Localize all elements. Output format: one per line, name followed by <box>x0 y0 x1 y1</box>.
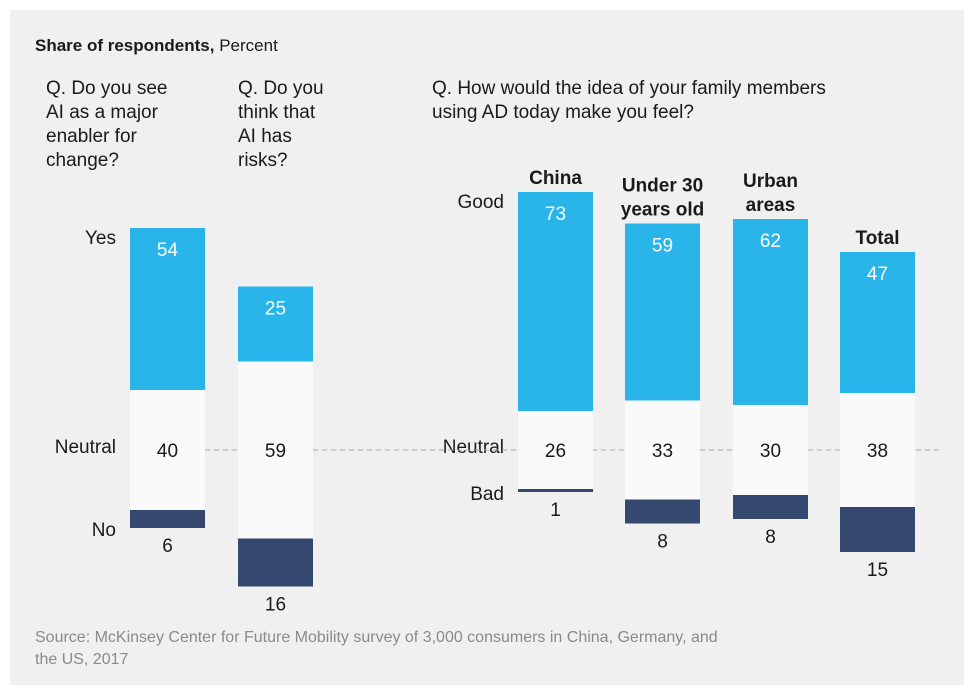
source-note-line: the US, 2017 <box>35 651 129 668</box>
value-label-neutral: 40 <box>157 441 178 462</box>
value-label-positive: 73 <box>545 204 566 225</box>
bar-positive-segment <box>733 219 808 405</box>
level-label-neutral: Neutral <box>55 437 116 458</box>
level-label-top: Good <box>458 192 504 213</box>
bar-negative-segment <box>625 499 700 524</box>
bar-negative-segment <box>518 489 593 492</box>
value-label-negative: 15 <box>867 560 888 581</box>
category-label: China <box>529 168 582 189</box>
bar-neutral-segment <box>733 405 808 495</box>
heading-unit: Percent <box>219 36 278 55</box>
level-label-neutral: Neutral <box>443 437 504 458</box>
value-label-negative: 8 <box>657 532 668 553</box>
value-label-neutral: 33 <box>652 441 673 462</box>
value-label-neutral: 30 <box>760 441 781 462</box>
question-2-line: Q. Do you <box>238 78 324 99</box>
value-label-negative: 1 <box>550 500 561 521</box>
bar-positive-segment <box>518 192 593 411</box>
question-3-line: using AD today make you feel? <box>432 102 694 123</box>
bar-neutral-segment <box>840 393 915 507</box>
heading-bold: Share of respondents, <box>35 36 214 55</box>
question-3-line: Q. How would the idea of your family mem… <box>432 78 826 99</box>
bar-neutral-segment <box>518 411 593 489</box>
value-label-negative: 6 <box>162 536 173 557</box>
question-2-line: think that <box>238 102 316 123</box>
category-label: Under 30 <box>622 176 703 197</box>
bar-negative-segment <box>130 510 205 528</box>
bar-neutral-segment <box>625 400 700 500</box>
value-label-positive: 54 <box>157 240 179 261</box>
bar-negative-segment <box>733 495 808 519</box>
value-label-negative: 8 <box>765 527 776 548</box>
chart: Share of respondents, Percent Q. Do you … <box>35 36 942 668</box>
value-label-positive: 59 <box>652 236 673 257</box>
bar-neutral-segment <box>238 361 313 539</box>
bar-positive-segment <box>625 223 700 401</box>
level-label-top: Yes <box>85 228 116 249</box>
bar-positive-segment <box>840 252 915 393</box>
bar-positive-segment <box>130 228 205 390</box>
level-label-bottom: Bad <box>470 484 504 505</box>
value-label-neutral: 38 <box>867 441 888 462</box>
bar-negative-segment <box>238 538 313 587</box>
category-label: areas <box>746 195 796 216</box>
value-label-positive: 62 <box>760 231 781 252</box>
question-1-line: Q. Do you see <box>46 78 167 99</box>
question-1-line: AI as a major <box>46 102 159 123</box>
value-label-neutral: 26 <box>545 441 566 462</box>
question-1-line: enabler for <box>46 126 138 147</box>
bar-negative-segment <box>840 507 915 552</box>
bar-neutral-segment <box>130 390 205 510</box>
question-2-line: AI has <box>238 126 292 147</box>
bar-positive-segment <box>238 286 313 362</box>
value-label-positive: 25 <box>265 299 286 320</box>
category-label: Urban <box>743 171 798 192</box>
category-label: Total <box>856 228 900 249</box>
level-label-bottom: No <box>92 520 116 541</box>
chart-panel: Share of respondents, Percent Q. Do you … <box>10 10 964 685</box>
category-label: years old <box>621 200 704 221</box>
source-note-line: Source: McKinsey Center for Future Mobil… <box>35 629 718 646</box>
chart-heading: Share of respondents, Percent <box>35 36 278 55</box>
value-label-positive: 47 <box>867 264 888 285</box>
value-label-negative: 16 <box>265 595 286 616</box>
question-1-line: change? <box>46 150 119 171</box>
value-label-neutral: 59 <box>265 441 286 462</box>
question-2-line: risks? <box>238 150 288 171</box>
